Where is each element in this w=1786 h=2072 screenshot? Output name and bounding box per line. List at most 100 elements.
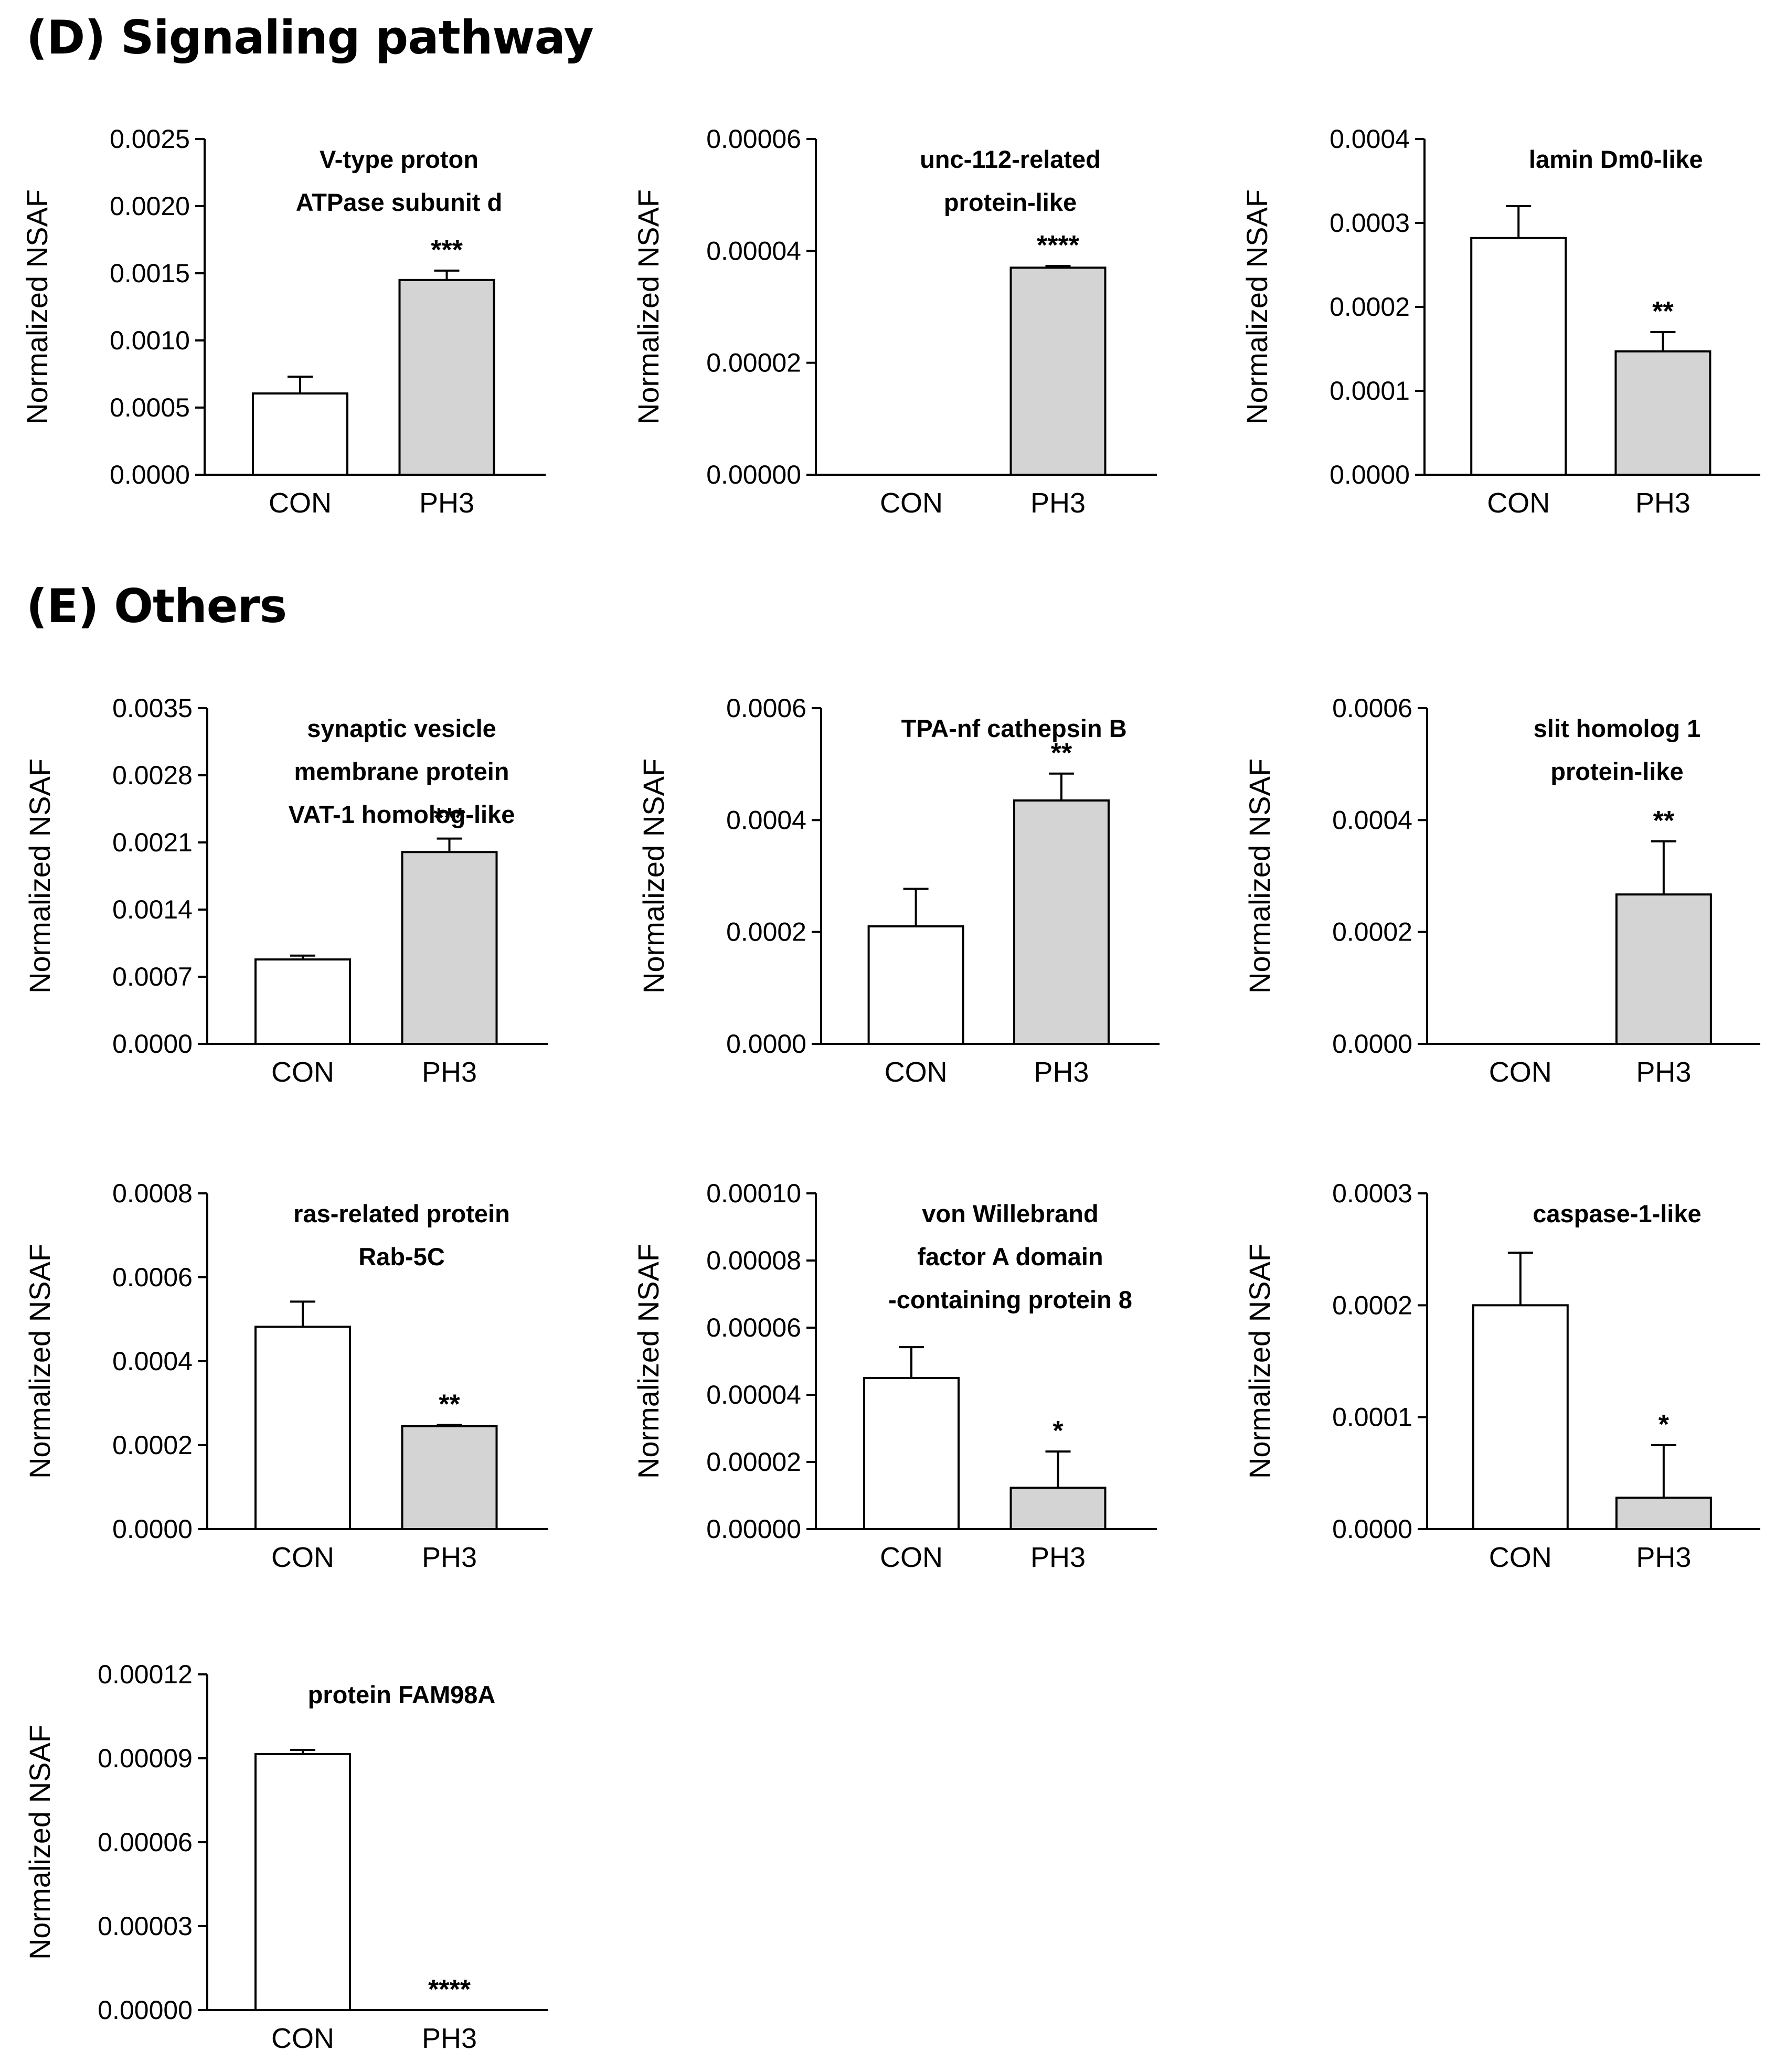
y-tick-label: 0.0004 <box>112 1347 193 1376</box>
y-axis-label: Normalized NSAF <box>1243 759 1276 994</box>
y-tick-label: 0.0002 <box>1330 292 1410 322</box>
chart-title-line: lamin Dm0-like <box>1529 145 1703 173</box>
y-tick-label: 0.0000 <box>1332 1514 1412 1544</box>
significance-marker: **** <box>428 1974 471 2005</box>
y-tick-label: 0.0000 <box>1332 1029 1412 1059</box>
y-tick-label: 0.0002 <box>1332 917 1412 947</box>
y-tick-label: 0.00012 <box>98 1660 193 1689</box>
y-tick-label: 0.00000 <box>706 460 801 489</box>
y-tick-label: 0.00004 <box>706 1380 801 1409</box>
x-category-label: PH3 <box>419 487 474 519</box>
y-axis-label: Normalized NSAF <box>1243 1244 1276 1479</box>
y-tick-label: 0.00008 <box>706 1246 801 1275</box>
x-category-label: CON <box>1489 1542 1552 1573</box>
y-tick-label: 0.0015 <box>110 259 190 288</box>
bar-ph3 <box>1009 1487 1107 1531</box>
y-tick-label: 0.0021 <box>112 828 193 857</box>
chart-title-line: factor A domain <box>917 1243 1103 1270</box>
x-category-label: PH3 <box>1030 487 1086 519</box>
x-category-label: CON <box>880 1542 943 1573</box>
x-category-label: CON <box>271 1056 334 1088</box>
y-tick-label: 0.0002 <box>112 1430 193 1460</box>
y-tick-label: 0.0006 <box>1332 693 1412 723</box>
y-axis-label: Normalized NSAF <box>632 189 665 424</box>
bar-con <box>254 1326 351 1530</box>
x-category-label: CON <box>885 1056 948 1088</box>
significance-marker: ** <box>1051 738 1072 768</box>
y-tick-label: 0.0004 <box>1330 124 1410 154</box>
y-tick-label: 0.0000 <box>112 1514 193 1544</box>
y-axis-label: Normalized NSAF <box>1240 189 1273 424</box>
y-tick-label: 0.0003 <box>1330 208 1410 238</box>
x-category-label: CON <box>1489 1056 1552 1088</box>
y-tick-label: 0.00000 <box>98 1995 193 2025</box>
significance-marker: ** <box>1653 806 1675 836</box>
y-tick-label: 0.00000 <box>706 1514 801 1544</box>
bar-con <box>254 958 351 1045</box>
chart-title-line: protein FAM98A <box>308 1681 496 1708</box>
significance-marker: ** <box>1652 296 1674 327</box>
x-category-label: PH3 <box>422 2023 477 2054</box>
bar-ph3 <box>1615 893 1712 1045</box>
y-tick-label: 0.0010 <box>110 326 190 355</box>
bar-con <box>863 1377 960 1530</box>
chart-title-line: ras-related protein <box>293 1200 510 1227</box>
chart-title-line: VAT-1 homolog-like <box>289 800 515 828</box>
y-tick-label: 0.0005 <box>110 393 190 422</box>
y-tick-label: 0.00006 <box>98 1828 193 1857</box>
bar-con <box>1470 237 1567 476</box>
y-tick-label: 0.0028 <box>112 761 193 790</box>
x-category-label: PH3 <box>1636 1056 1691 1088</box>
y-tick-label: 0.00009 <box>98 1744 193 1773</box>
chart-title-line: protein-like <box>944 188 1077 216</box>
section-heading-signaling: (D) Signaling pathway <box>26 10 594 65</box>
chart-title-line: TPA-nf cathepsin B <box>901 714 1127 742</box>
chart-title-line: membrane protein <box>294 757 509 785</box>
y-axis-label: Normalized NSAF <box>23 759 56 994</box>
y-tick-label: 0.0003 <box>1332 1179 1412 1208</box>
chart-title-line: caspase-1-like <box>1533 1200 1701 1227</box>
significance-marker: *** <box>433 803 465 834</box>
y-tick-label: 0.0002 <box>726 917 806 947</box>
bar-ph3 <box>1009 266 1107 476</box>
bar-ph3 <box>1013 799 1110 1045</box>
chart-title-line: ATPase subunit d <box>296 188 502 216</box>
chart-title-line: unc-112-related <box>920 145 1101 173</box>
x-category-label: CON <box>271 2023 334 2054</box>
chart-title-line: slit homolog 1 <box>1534 714 1701 742</box>
y-tick-label: 0.0008 <box>112 1179 193 1208</box>
chart-title-line: -containing protein 8 <box>888 1286 1132 1313</box>
x-category-label: PH3 <box>1030 1542 1086 1573</box>
significance-marker: ** <box>439 1390 460 1420</box>
chart-title-line: synaptic vesicle <box>307 714 496 742</box>
y-tick-label: 0.0004 <box>1332 805 1412 835</box>
significance-marker: * <box>1053 1416 1064 1446</box>
x-category-label: CON <box>271 1542 334 1573</box>
x-category-label: CON <box>269 487 332 519</box>
chart-title-line: protein-like <box>1550 757 1683 785</box>
chart-title-line: Rab-5C <box>358 1243 445 1270</box>
y-axis-label: Normalized NSAF <box>23 1244 56 1479</box>
y-tick-label: 0.00010 <box>706 1179 801 1208</box>
x-category-label: PH3 <box>1636 1542 1691 1573</box>
bar-ph3 <box>1615 1497 1712 1530</box>
y-tick-label: 0.0014 <box>112 895 193 924</box>
y-tick-label: 0.0001 <box>1332 1403 1412 1432</box>
y-axis-label: Normalized NSAF <box>23 1725 56 1960</box>
bar-con <box>1472 1304 1569 1530</box>
y-axis-label: Normalized NSAF <box>20 189 54 424</box>
chart-title-line: von Willebrand <box>922 1200 1098 1227</box>
x-category-label: PH3 <box>422 1542 477 1573</box>
bar-ph3 <box>401 851 498 1045</box>
